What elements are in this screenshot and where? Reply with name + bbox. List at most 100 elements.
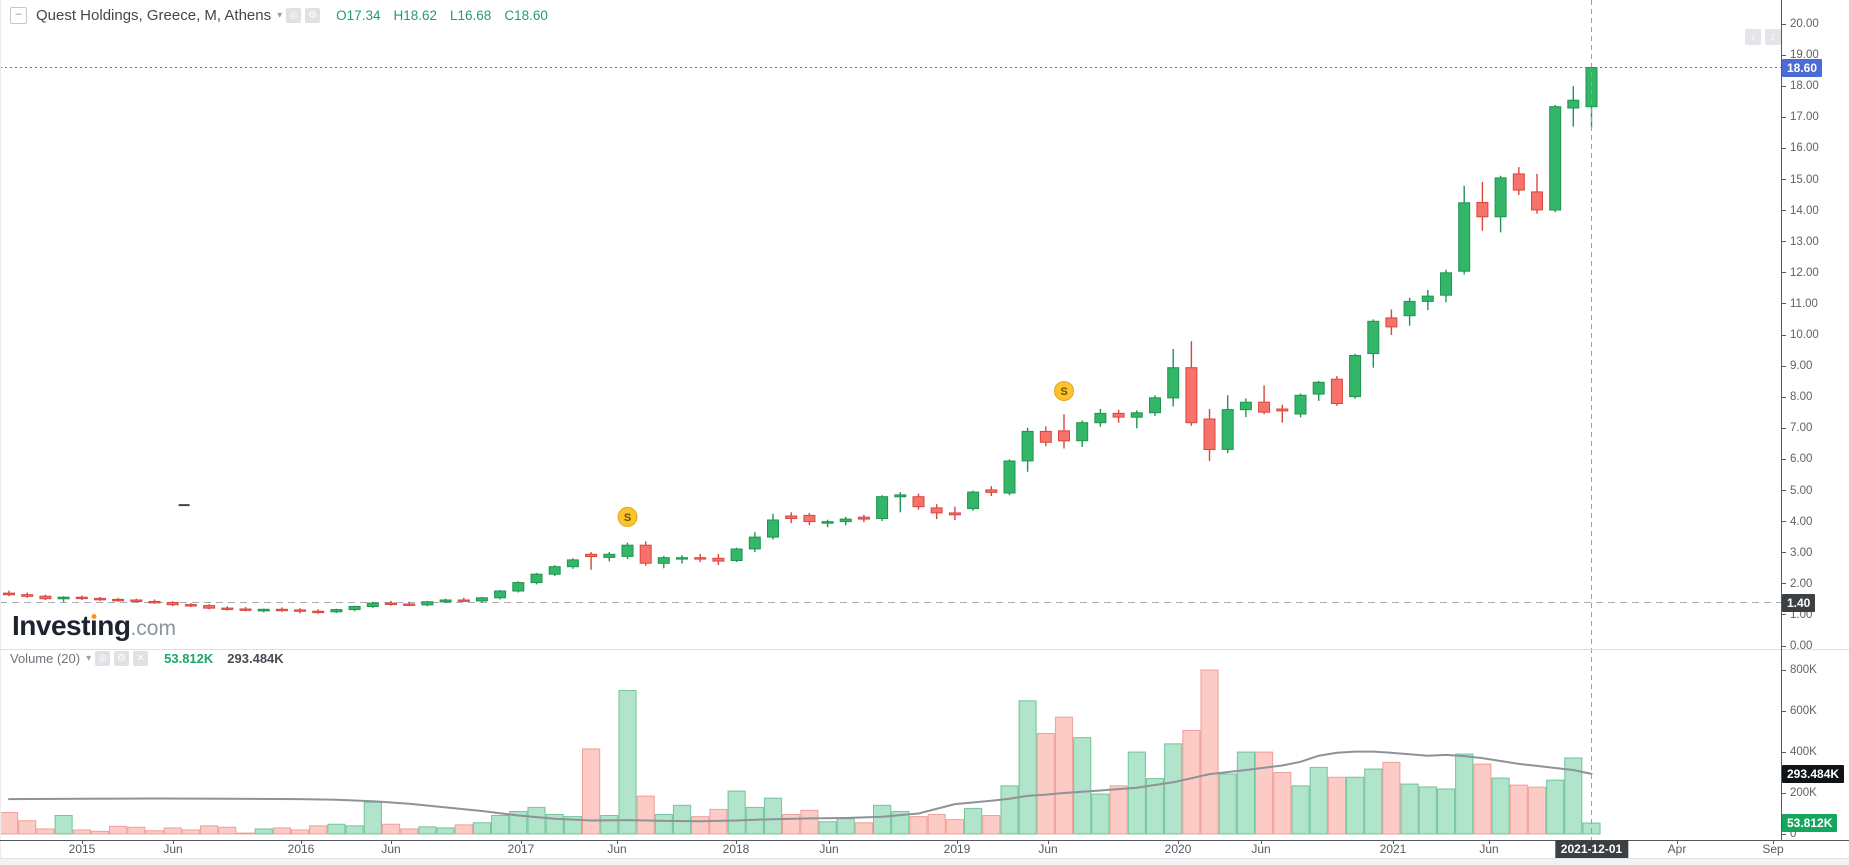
close-label: C bbox=[504, 8, 515, 23]
time-label: 2021 bbox=[1379, 842, 1407, 856]
axis-tick bbox=[1782, 833, 1786, 835]
axis-tick bbox=[1782, 210, 1786, 212]
axis-label: 16.00 bbox=[1790, 142, 1819, 155]
axis-tick bbox=[1782, 552, 1786, 554]
axis-tick bbox=[1782, 710, 1786, 712]
time-axis[interactable]: 2015 Jun 2016 Jun 2017 Jun 2018 Jun 2019 Jun 2020 J… bbox=[0, 840, 1849, 858]
chart-plot-area[interactable]: SS bbox=[0, 0, 1781, 841]
svg-text:S: S bbox=[1060, 386, 1067, 398]
time-tick bbox=[173, 840, 174, 844]
axis-tick bbox=[1782, 669, 1786, 671]
bottom-scroll-strip[interactable] bbox=[0, 858, 1849, 865]
axis-label: 13.00 bbox=[1790, 235, 1819, 248]
symbol-title[interactable]: Quest Holdings, Greece, M, Athens bbox=[36, 7, 272, 24]
axis-tick bbox=[1782, 396, 1786, 398]
axis-label: 600K bbox=[1790, 705, 1817, 717]
time-tick bbox=[1773, 840, 1774, 844]
time-tick bbox=[391, 840, 392, 844]
volume-indicator-label[interactable]: Volume (20) bbox=[10, 651, 81, 666]
symbol-legend: – Quest Holdings, Greece, M, Athens ▾ ◎ … bbox=[10, 7, 561, 24]
time-tick bbox=[1677, 840, 1678, 844]
gear-icon[interactable]: ⚙ bbox=[114, 651, 130, 666]
axis-label: 400K bbox=[1790, 746, 1817, 758]
axis-label: 20.00 bbox=[1790, 18, 1819, 30]
axis-tick bbox=[1782, 334, 1786, 336]
split-marker[interactable]: S bbox=[1054, 381, 1074, 401]
axis-label: 18.00 bbox=[1790, 80, 1819, 93]
axis-label: 7.00 bbox=[1790, 422, 1813, 435]
time-tick bbox=[82, 840, 83, 844]
axis-tick bbox=[1782, 116, 1786, 118]
time-label: Jun bbox=[1038, 842, 1058, 856]
volume-series bbox=[0, 669, 1601, 835]
axis-label: 19.00 bbox=[1790, 49, 1819, 62]
time-label: Jun bbox=[1479, 842, 1499, 856]
axis-label: 0 bbox=[1790, 828, 1797, 840]
investing-logo[interactable]: Investı ng.com bbox=[12, 610, 176, 641]
axis-label: 0.00 bbox=[1790, 640, 1813, 652]
time-tick bbox=[617, 840, 618, 844]
logo-com: .com bbox=[130, 617, 176, 640]
axis-tick bbox=[1782, 645, 1786, 647]
time-tick bbox=[957, 840, 958, 844]
axis-label: 200K bbox=[1790, 787, 1817, 799]
axis-tick bbox=[1782, 583, 1786, 585]
time-label: Sep bbox=[1762, 842, 1784, 856]
volume-current-value: 53.812K bbox=[164, 651, 214, 666]
axis-label: 2.00 bbox=[1790, 577, 1813, 590]
time-tick bbox=[521, 840, 522, 844]
chevron-down-icon[interactable]: ▾ bbox=[86, 653, 92, 664]
axis-tick bbox=[1782, 792, 1786, 794]
candlestick-series bbox=[3, 66, 1598, 614]
axis-tick bbox=[1782, 751, 1786, 753]
time-label: 2015 bbox=[68, 842, 96, 856]
axis-label: 800K bbox=[1790, 664, 1817, 676]
high-label: H bbox=[393, 8, 404, 23]
time-label: 2019 bbox=[943, 842, 971, 856]
chevron-down-icon[interactable]: ▾ bbox=[277, 10, 283, 21]
scale-range-arrow-icon[interactable]: ↕ bbox=[1765, 29, 1781, 45]
axis-tick bbox=[1782, 23, 1786, 25]
volume-ma-value: 293.484K bbox=[227, 651, 284, 666]
close-icon[interactable]: ✕ bbox=[133, 651, 149, 666]
time-tick bbox=[1048, 840, 1049, 844]
gear-icon[interactable]: ⚙ bbox=[305, 8, 321, 23]
time-label: Jun bbox=[163, 842, 183, 856]
time-label: Apr bbox=[1667, 842, 1687, 856]
time-axis-border bbox=[0, 840, 1849, 841]
volume-legend: Volume (20) ▾ ◎ ⚙ ✕ 53.812K 293.484K bbox=[10, 651, 284, 666]
axis-label: 14.00 bbox=[1790, 204, 1819, 217]
pane-separator[interactable] bbox=[0, 649, 1849, 650]
axis-tick bbox=[1782, 179, 1786, 180]
time-label: Jun bbox=[607, 842, 627, 856]
collapse-legend-icon[interactable]: – bbox=[10, 7, 27, 24]
price-axis[interactable]: 20.00 19.00 18.00 17.00 16.00 15.00 14.00 13.00… bbox=[1781, 0, 1849, 840]
axis-tick bbox=[1782, 54, 1786, 56]
axis-tick bbox=[1782, 614, 1786, 616]
axis-tick bbox=[1782, 365, 1786, 367]
axis-label: 3.00 bbox=[1790, 546, 1813, 559]
time-tick bbox=[829, 840, 830, 844]
left-border bbox=[0, 0, 1, 858]
axis-tick bbox=[1782, 458, 1786, 460]
volume-ma-badge: 293.484K bbox=[1782, 764, 1845, 783]
time-label: Jun bbox=[1251, 842, 1271, 856]
scale-down-arrow-icon[interactable]: ↓ bbox=[1745, 29, 1761, 45]
logo-text: Invest bbox=[12, 610, 90, 641]
time-tick bbox=[1178, 840, 1179, 844]
axis-label: 10.00 bbox=[1790, 329, 1819, 341]
crosshair-date-badge: 2021-12-01 bbox=[1554, 840, 1629, 858]
low-label: L bbox=[450, 8, 458, 23]
high-value: 18.62 bbox=[403, 8, 438, 23]
axis-label: 8.00 bbox=[1790, 391, 1813, 404]
axis-label: 12.00 bbox=[1790, 266, 1819, 279]
axis-tick bbox=[1782, 521, 1786, 523]
axis-tick bbox=[1782, 147, 1786, 149]
visibility-icon[interactable]: ◎ bbox=[95, 651, 111, 666]
split-marker[interactable]: S bbox=[617, 506, 638, 527]
level-price-badge: 1.40 bbox=[1782, 593, 1816, 612]
axis-label: 17.00 bbox=[1790, 111, 1819, 124]
last-price-badge: 18.60 bbox=[1782, 58, 1823, 77]
visibility-icon[interactable]: ◎ bbox=[286, 8, 302, 23]
axis-label: 6.00 bbox=[1790, 453, 1813, 466]
